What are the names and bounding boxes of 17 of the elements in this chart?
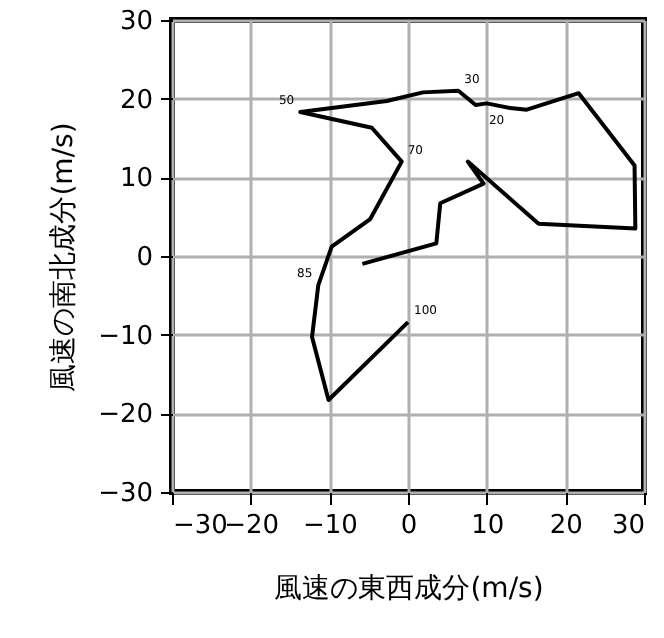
- y-tick-label: 30: [119, 7, 153, 37]
- y-tick-label: −10: [98, 321, 153, 352]
- y-tick-label: 0: [136, 243, 153, 273]
- x-tick-label: 20: [549, 511, 583, 541]
- x-axis-title: 風速の東西成分(m/s): [274, 573, 544, 605]
- y-tick-label: −20: [98, 400, 153, 431]
- x-tick-label: 0: [400, 511, 418, 541]
- x-tick-label: −30: [173, 511, 228, 541]
- y-tick-label: 20: [119, 85, 153, 116]
- y-axis-title: 風速の南北成分(m/s): [48, 122, 81, 392]
- y-tick-label: 10: [119, 164, 153, 195]
- x-tick-label: 30: [611, 511, 645, 541]
- line-series: [298, 88, 638, 402]
- x-tick-label: −10: [302, 511, 358, 541]
- x-tick-label: 10: [471, 511, 505, 541]
- x-tick-label: −20: [224, 511, 280, 541]
- y-tick-label: −30: [98, 479, 153, 509]
